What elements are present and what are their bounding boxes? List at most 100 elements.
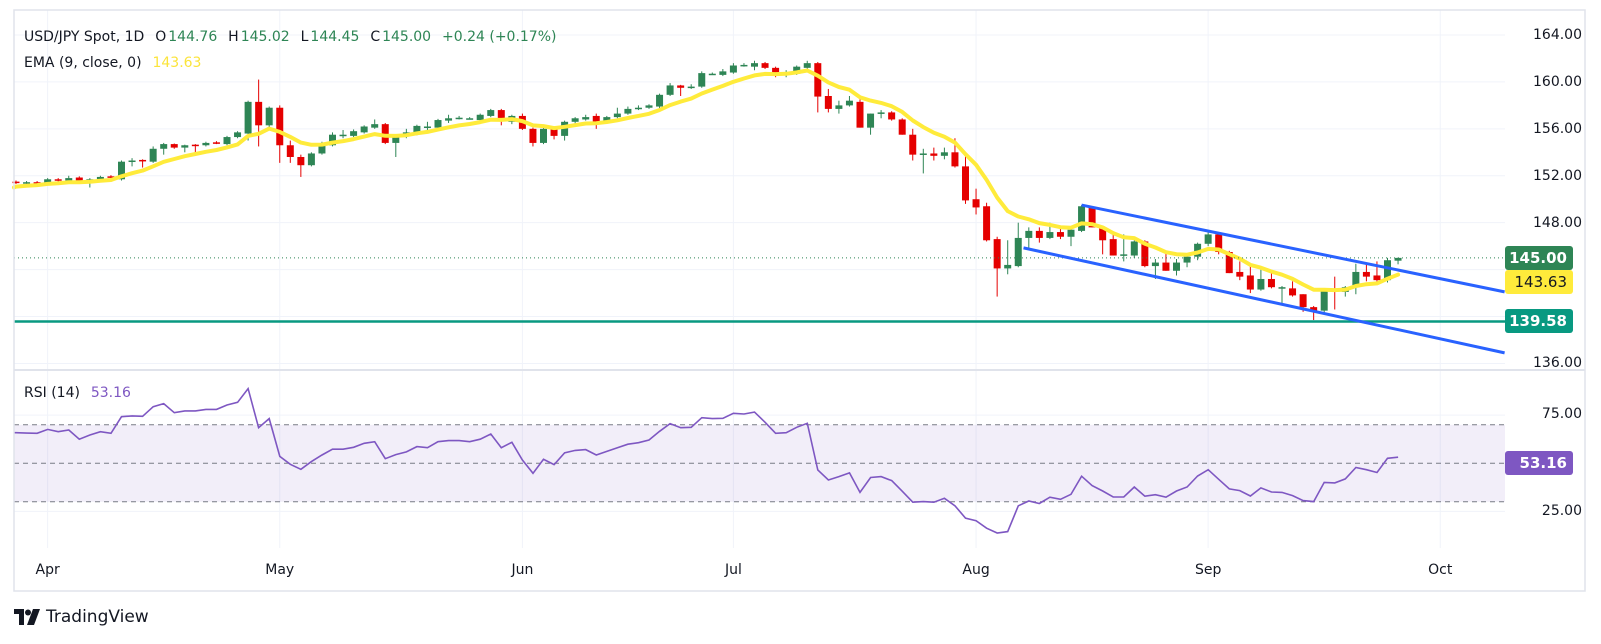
candle-down [497,108,505,126]
candle-up [656,93,664,109]
candle-body [729,65,737,73]
candle-body [255,101,263,126]
candle-body [1120,254,1128,256]
candle-down [1236,261,1244,281]
candle-body [603,117,611,122]
price-tick: 148.00 [1533,214,1582,231]
candle-body [96,176,104,180]
candle-body [888,112,896,120]
candle-down [909,128,917,161]
symbol-legend: USD/JPY Spot, 1D O 144.76 H 145.02 L 144.45… [24,28,558,46]
candle-body [909,134,917,155]
candle-down [677,84,685,96]
channel-lower-line[interactable] [1023,246,1505,355]
candle-up [666,83,674,96]
candle-body [1267,278,1275,288]
candle-up [1130,240,1138,258]
candle-body [550,128,558,136]
candle-down [191,144,199,154]
last-price-badge: 145.00 [1505,246,1573,270]
candle-body [54,179,62,181]
candle-body [455,117,463,120]
candle-body [307,153,315,166]
month-label: May [265,562,295,578]
low-value: 144.45 [310,29,360,45]
candle-body [434,120,442,128]
candle-body [371,124,379,128]
candle-up [1257,269,1265,291]
open-label: O [155,29,167,45]
candle-up [1078,205,1086,233]
candle-down [1035,227,1043,243]
price-tick: 160.00 [1533,73,1582,90]
candle-body [1130,241,1138,256]
candle-down [1289,281,1297,297]
candle-body [919,153,927,155]
month-label: Apr [35,562,60,578]
candle-body [1173,262,1180,271]
candle-down [1099,227,1107,255]
month-label: Aug [962,562,990,578]
candle-body [191,144,199,147]
candle-body [1162,262,1170,271]
candle-up [613,107,621,119]
candle-down [993,236,1001,297]
candle-body [845,100,853,106]
rsi-levels [14,424,1505,503]
candle-down [286,140,294,163]
candle-body [856,101,864,128]
tradingview-logo[interactable]: TradingView [14,606,149,628]
candle-body [75,177,83,183]
candle-up [223,135,231,146]
candle-body [181,145,189,148]
candle-body [877,112,885,114]
ema-legend[interactable]: EMA (9, close, 0) 143.63 [24,54,203,72]
month-label: Oct [1428,562,1453,578]
candles [12,60,1402,321]
rsi-legend[interactable]: RSI (14) 53.16 [24,384,133,402]
candle-down [1056,227,1064,240]
candle-up [371,119,379,129]
drawings[interactable] [14,203,1505,355]
candle-body [962,166,969,201]
candle-up [803,60,811,70]
candle-up [1352,263,1360,295]
candle-body [951,152,959,167]
candle-body [708,73,716,76]
candle-body [244,101,252,134]
symbol-title: USD/JPY Spot, 1D [24,29,145,45]
candle-up [149,146,157,163]
candle-up [445,114,453,123]
candle-up [1025,227,1033,249]
candle-up [835,100,843,114]
candle-body [65,178,73,181]
candle-body [149,148,157,162]
candle-body [318,144,326,154]
candle-down [814,61,822,113]
candle-up [634,105,642,111]
candle-down [983,202,991,242]
candle-up [265,106,273,128]
candle-body [687,86,695,89]
candle-body [1025,230,1033,238]
candle-body [392,135,400,143]
rsi-value: 53.16 [90,385,131,401]
candle-up [202,141,210,147]
month-label: Jun [511,562,534,578]
candle-body [497,110,505,121]
candle-down [962,153,969,204]
candle-body [624,108,632,114]
candle-down [255,79,263,147]
candle-down [888,111,896,121]
candle-body [1067,229,1075,237]
candle-up [571,117,579,125]
candle-body [487,110,495,116]
candle-body [898,119,906,135]
grid [14,10,1505,548]
candle-body [1299,294,1307,308]
candle-body [1151,262,1159,267]
rsi-tick-75: 75.00 [1541,406,1582,422]
candle-body [1109,239,1117,256]
channel-upper-line[interactable] [1081,203,1505,294]
